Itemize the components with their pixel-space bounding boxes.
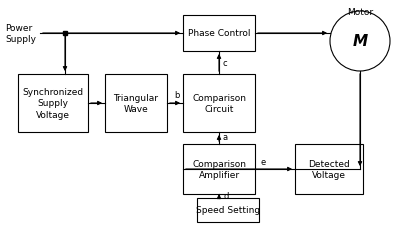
Bar xyxy=(183,144,255,194)
Text: e: e xyxy=(260,158,266,167)
Text: Comparison
Amplifier: Comparison Amplifier xyxy=(192,159,246,179)
Text: Motor: Motor xyxy=(347,8,373,17)
Text: Synchronized
Supply
Voltage: Synchronized Supply Voltage xyxy=(22,88,83,119)
Bar xyxy=(183,75,255,132)
Text: Comparison
Circuit: Comparison Circuit xyxy=(192,94,246,114)
Text: Speed Setting: Speed Setting xyxy=(196,206,260,215)
Text: Triangular
Wave: Triangular Wave xyxy=(113,94,159,114)
Text: c: c xyxy=(223,58,227,67)
Text: d: d xyxy=(223,192,229,201)
Ellipse shape xyxy=(330,12,390,72)
Bar xyxy=(295,144,363,194)
Text: M: M xyxy=(352,34,368,49)
Text: Detected
Voltage: Detected Voltage xyxy=(308,159,350,179)
Bar xyxy=(183,16,255,52)
Text: Phase Control: Phase Control xyxy=(188,29,250,38)
Bar xyxy=(105,75,167,132)
Bar xyxy=(197,198,259,222)
Bar xyxy=(18,75,88,132)
Text: Power
Supply: Power Supply xyxy=(5,24,36,43)
Text: a: a xyxy=(222,133,227,142)
Text: b: b xyxy=(174,91,180,100)
